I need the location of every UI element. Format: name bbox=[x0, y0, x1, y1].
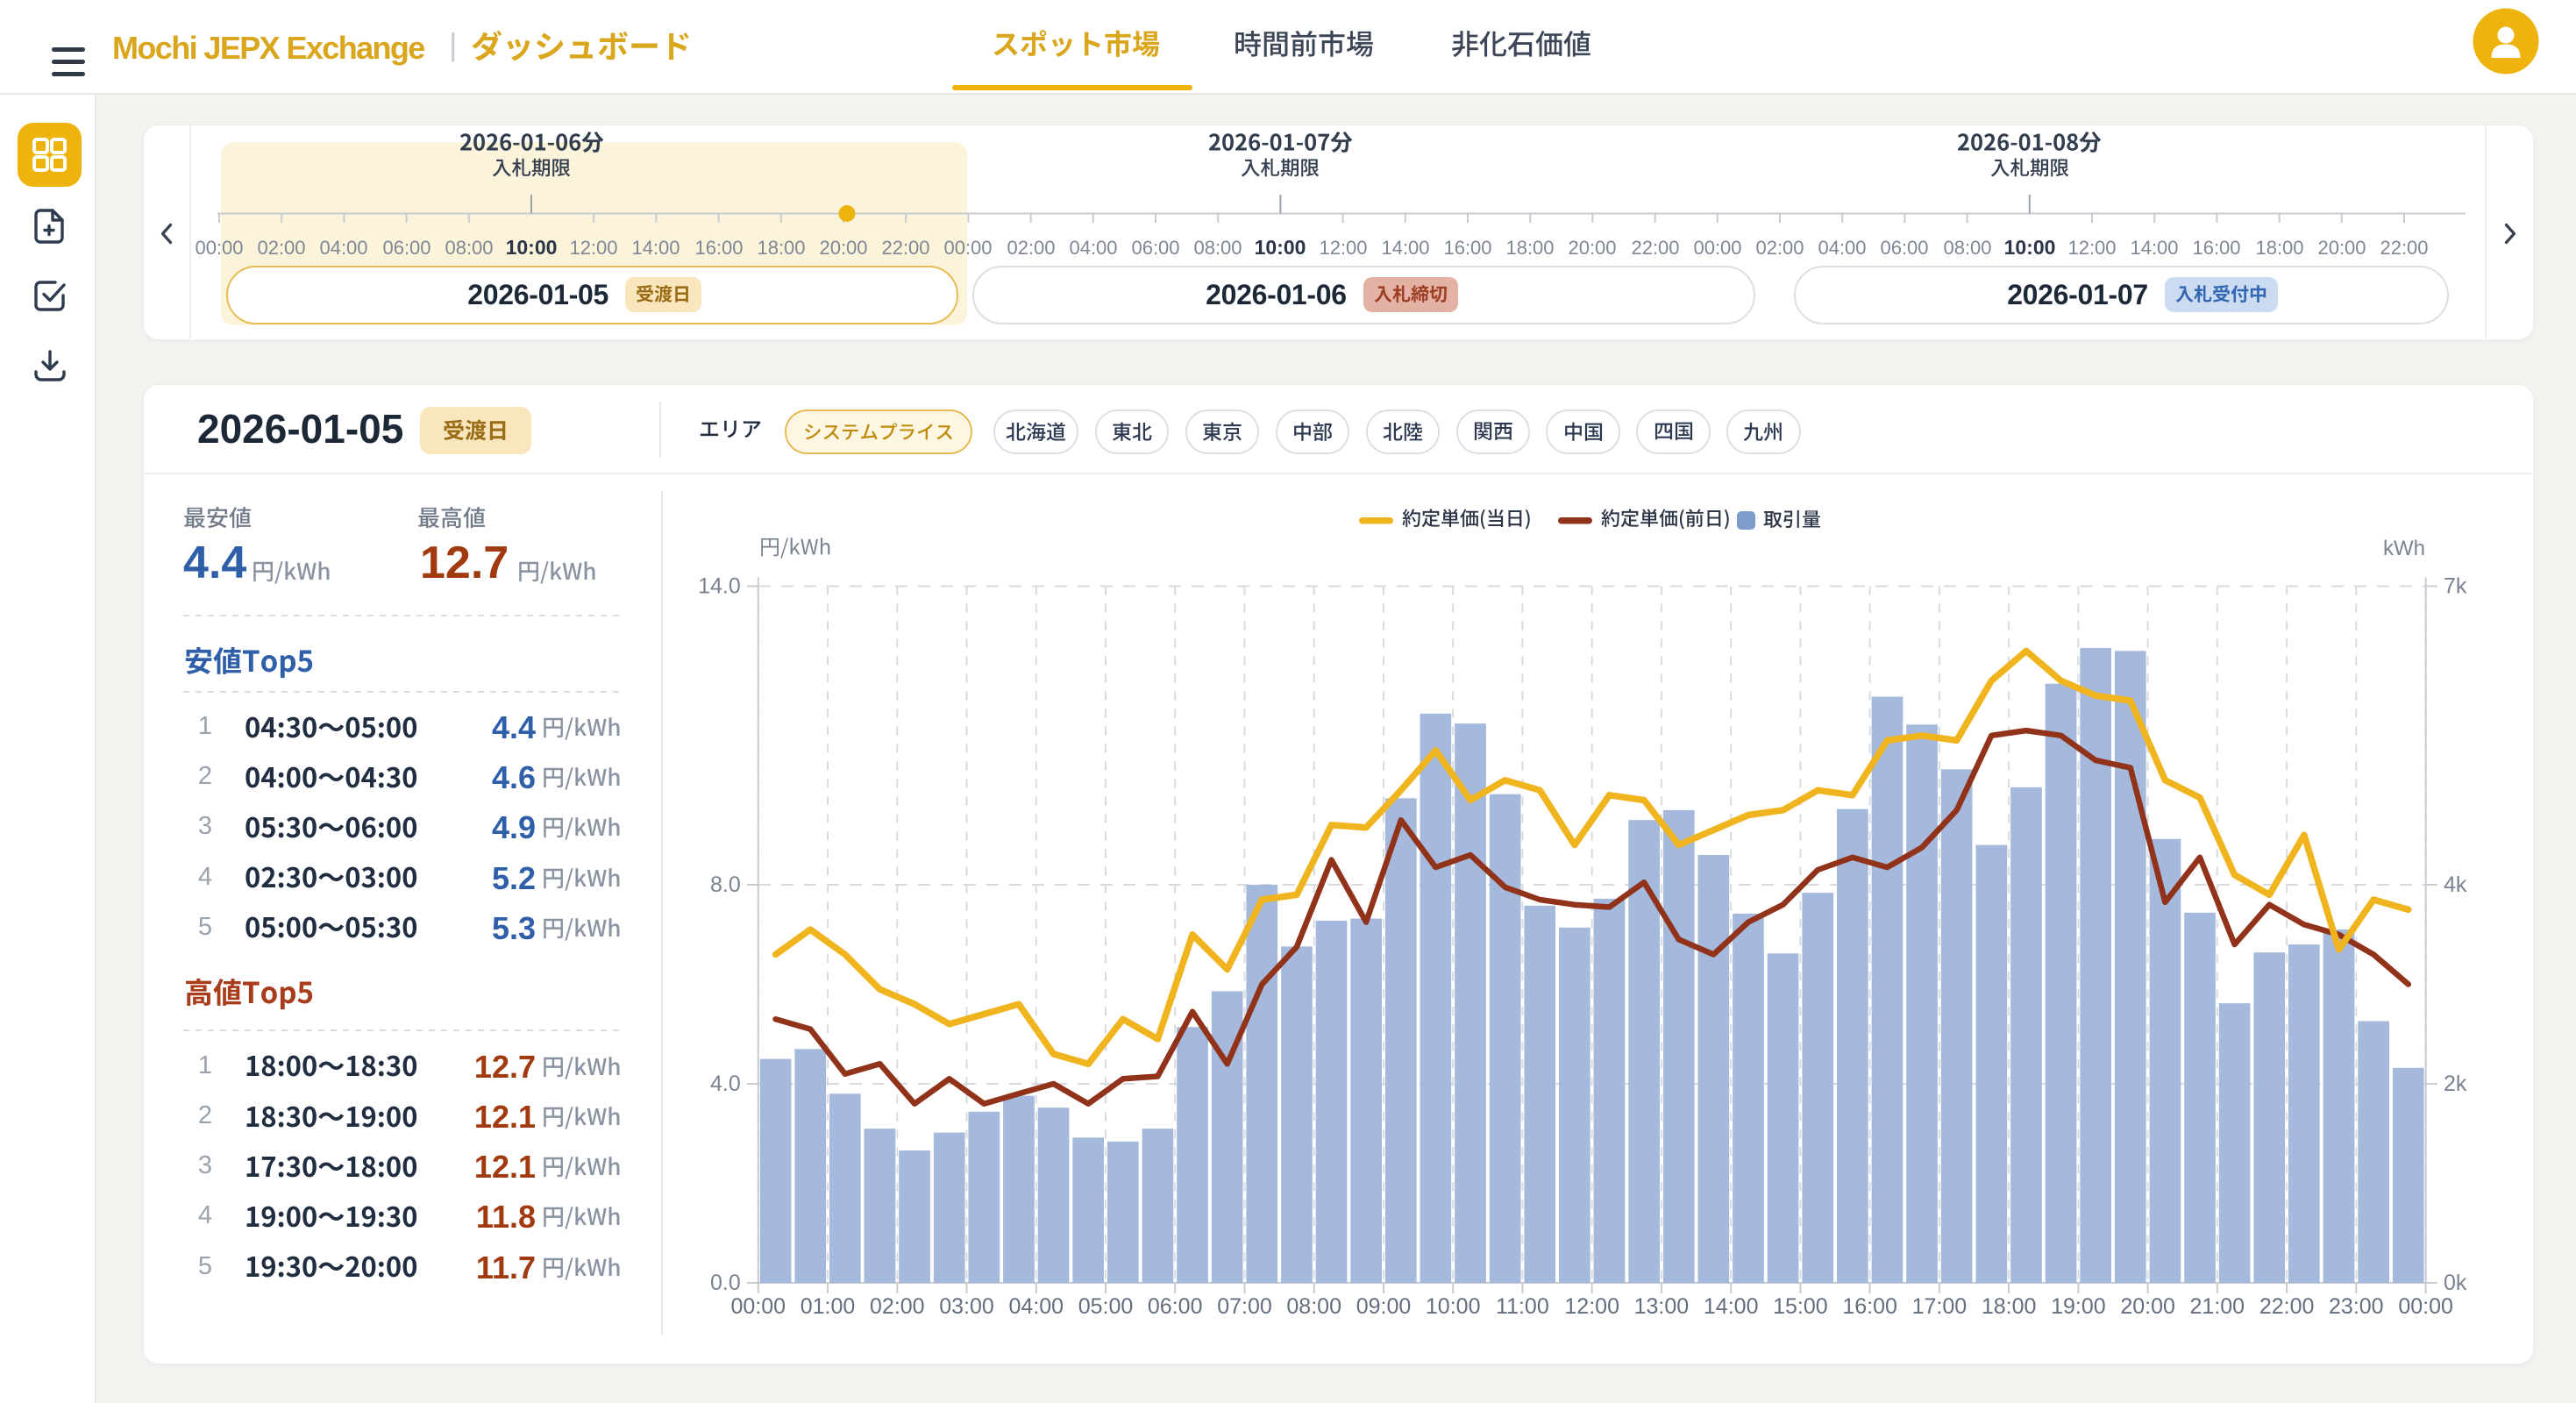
svg-text:16:00: 16:00 bbox=[1842, 1294, 1897, 1319]
svg-text:11:00: 11:00 bbox=[1496, 1294, 1549, 1319]
svg-text:0.0: 0.0 bbox=[710, 1271, 741, 1295]
svg-text:00:00: 00:00 bbox=[731, 1294, 786, 1319]
svg-text:23:00: 23:00 bbox=[2329, 1294, 2384, 1319]
svg-text:09:00: 09:00 bbox=[1356, 1294, 1412, 1319]
svg-text:13:00: 13:00 bbox=[1634, 1294, 1690, 1319]
svg-text:0k: 0k bbox=[2444, 1271, 2467, 1295]
svg-text:19:00: 19:00 bbox=[2051, 1294, 2106, 1319]
svg-text:8.0: 8.0 bbox=[710, 872, 741, 897]
svg-text:05:00: 05:00 bbox=[1078, 1294, 1134, 1319]
svg-text:06:00: 06:00 bbox=[1148, 1294, 1203, 1319]
svg-text:20:00: 20:00 bbox=[2120, 1294, 2175, 1319]
svg-text:14.0: 14.0 bbox=[698, 574, 741, 599]
svg-text:17:00: 17:00 bbox=[1912, 1294, 1968, 1319]
svg-text:01:00: 01:00 bbox=[801, 1294, 856, 1319]
svg-text:00:00: 00:00 bbox=[2398, 1294, 2453, 1319]
svg-text:kWh: kWh bbox=[2383, 537, 2425, 560]
svg-text:21:00: 21:00 bbox=[2190, 1294, 2245, 1319]
svg-text:04:00: 04:00 bbox=[1009, 1294, 1064, 1319]
svg-text:02:00: 02:00 bbox=[870, 1294, 925, 1319]
svg-text:22:00: 22:00 bbox=[2259, 1294, 2315, 1319]
svg-text:4k: 4k bbox=[2444, 872, 2467, 897]
svg-text:15:00: 15:00 bbox=[1773, 1294, 1828, 1319]
svg-text:4.0: 4.0 bbox=[710, 1072, 741, 1096]
svg-text:08:00: 08:00 bbox=[1286, 1294, 1341, 1319]
svg-text:10:00: 10:00 bbox=[1426, 1294, 1481, 1319]
svg-text:14:00: 14:00 bbox=[1704, 1294, 1759, 1319]
svg-text:2k: 2k bbox=[2444, 1072, 2467, 1096]
svg-text:18:00: 18:00 bbox=[1982, 1294, 2037, 1319]
svg-text:7k: 7k bbox=[2444, 574, 2467, 599]
svg-text:03:00: 03:00 bbox=[939, 1294, 994, 1319]
svg-text:12:00: 12:00 bbox=[1564, 1294, 1619, 1319]
svg-text:07:00: 07:00 bbox=[1217, 1294, 1272, 1319]
